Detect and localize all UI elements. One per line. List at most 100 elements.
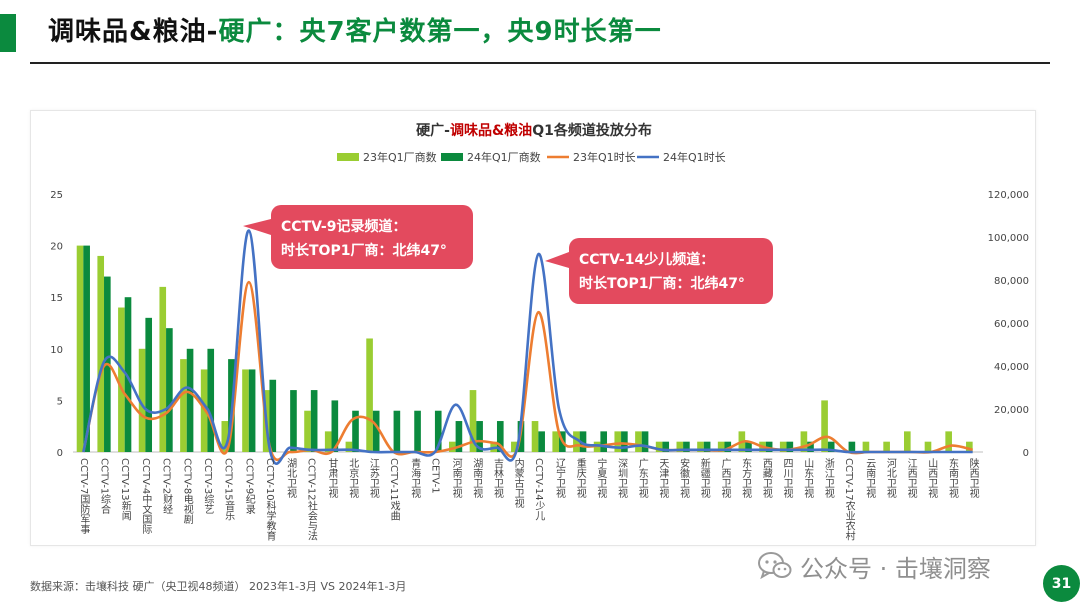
- bar-2023-0: [76, 245, 84, 452]
- y-right-tick-0: 0: [1023, 448, 1029, 459]
- bar-2023-2: [118, 307, 125, 452]
- x-tick-17: CETV-1: [429, 458, 440, 494]
- x-tick-11: CCTV-12社会与法: [305, 458, 317, 541]
- bar-2024-29: [683, 441, 690, 452]
- x-tick-35: 山东卫视: [802, 458, 814, 499]
- x-tick-18: 河南卫视: [450, 458, 462, 499]
- y-right-tick-100-000: 100,000: [988, 233, 1029, 244]
- x-tick-19: 湖南卫视: [471, 458, 483, 499]
- bar-2024-4: [166, 328, 173, 452]
- bar-2023-19: [469, 390, 477, 452]
- x-tick-14: 江苏卫视: [367, 458, 379, 499]
- x-tick-28: 天津卫视: [657, 458, 669, 499]
- bar-2023-34: [779, 441, 787, 452]
- bar-2024-16: [414, 410, 421, 452]
- x-tick-21: 内蒙古卫视: [512, 457, 524, 509]
- bar-2024-36: [827, 441, 835, 452]
- y-right-tick-80-000: 80,000: [994, 276, 1029, 287]
- x-tick-1: CCTV-1综合: [99, 458, 111, 515]
- bar-2024-6: [207, 348, 215, 452]
- chart-title: 硬广-调味品&粮油Q1各频道投放分布: [416, 122, 652, 139]
- x-tick-39: 河北卫视: [884, 458, 896, 499]
- bar-2024-8: [248, 369, 256, 452]
- x-tick-20: 吉林卫视: [491, 458, 503, 499]
- bar-2023-42: [945, 431, 952, 452]
- x-tick-27: 广东卫视: [636, 458, 648, 499]
- data-source-note: 数据来源：击壤科技 硬广（央卫视48频道） 2023年1-3月 VS 2024年…: [30, 580, 407, 593]
- bar-2023-1: [97, 255, 105, 452]
- bar-2023-28: [655, 441, 663, 452]
- x-tick-33: 西藏卫视: [760, 458, 772, 499]
- callout-box-2: [569, 238, 773, 304]
- bar-2023-3: [138, 348, 146, 452]
- x-tick-40: 江西卫视: [905, 458, 917, 499]
- bar-2024-0: [83, 245, 90, 452]
- x-tick-3: CCTV-4中文国际: [140, 458, 152, 535]
- legend-swatch-1: [337, 153, 359, 161]
- bar-2024-25: [600, 431, 608, 452]
- y-right-tick-120-000: 120,000: [988, 190, 1029, 201]
- bar-2024-12: [331, 400, 339, 452]
- x-tick-5: CCTV-8电视剧: [181, 458, 193, 525]
- legend-label-3: 23年Q1时长: [573, 150, 636, 164]
- line-2024-duration: [82, 229, 973, 466]
- callout-2-line2: 时长TOP1厂商：北纬47°: [579, 275, 745, 292]
- x-tick-24: 重庆卫视: [574, 457, 586, 499]
- watermark-text: 公众号 · 击壤洞察: [800, 554, 991, 583]
- bar-2024-5: [186, 348, 194, 452]
- x-tick-26: 深圳卫视: [616, 458, 628, 499]
- bar-2023-26: [614, 431, 622, 452]
- page-title: 调味品&粮油-硬广：央7客户数第一，央9时长第一: [48, 10, 662, 54]
- wechat-icon: [758, 552, 792, 580]
- bar-2024-17: [434, 410, 442, 452]
- bar-2023-30: [697, 441, 704, 452]
- watermark: 公众号 · 击壤洞察: [758, 548, 991, 584]
- x-tick-31: 广西卫视: [719, 458, 731, 499]
- bar-2023-13: [345, 441, 353, 452]
- bar-2024-35: [807, 441, 814, 452]
- bar-2023-11: [304, 410, 311, 452]
- bar-2024-10: [290, 390, 297, 452]
- legend-label-4: 24年Q1时长: [663, 150, 726, 164]
- x-tick-16: 青海卫视: [409, 457, 421, 499]
- x-tick-23: 辽宁卫视: [554, 458, 566, 499]
- x-tick-25: 宁夏卫视: [595, 457, 607, 499]
- x-tick-42: 东南卫视: [946, 457, 958, 499]
- bar-2023-43: [966, 441, 973, 452]
- chart-title-highlight: 调味品&粮油: [450, 122, 532, 139]
- bar-2023-24: [573, 431, 580, 452]
- legend-label-2: 24年Q1厂商数: [467, 150, 541, 164]
- bar-2024-31: [724, 441, 732, 452]
- x-tick-43: 陕西卫视: [967, 457, 979, 499]
- bar-2023-14: [366, 338, 373, 452]
- x-tick-8: CCTV-9纪录: [243, 458, 255, 514]
- page-number: 31: [1043, 565, 1080, 602]
- bar-2023-21: [511, 441, 518, 452]
- x-tick-38: 云南卫视: [864, 458, 876, 499]
- y-right-tick-60-000: 60,000: [994, 319, 1029, 330]
- bar-2024-9: [269, 379, 277, 452]
- chart-title-suffix: Q1各频道投放分布: [532, 122, 652, 139]
- bar-2024-22: [538, 431, 545, 452]
- bar-2023-23: [552, 431, 560, 452]
- callout-box-1: [271, 205, 473, 269]
- y-left-tick-20: 20: [50, 242, 63, 253]
- bar-2024-2: [124, 297, 132, 452]
- bar-2023-8: [242, 369, 249, 452]
- bar-2023-40: [904, 431, 911, 452]
- bar-2023-18: [449, 441, 456, 452]
- title-divider: [30, 62, 1050, 64]
- bar-2023-35: [800, 431, 808, 452]
- x-tick-12: 甘肃卫视: [326, 457, 338, 499]
- x-tick-0: CCTV-7国防军事: [78, 458, 90, 534]
- bar-2024-27: [641, 431, 649, 452]
- callout-pointer-2: [545, 252, 569, 268]
- bar-2024-19: [476, 421, 483, 452]
- bar-2023-22: [531, 421, 539, 452]
- y-right-tick-40-000: 40,000: [994, 362, 1029, 373]
- x-tick-34: 四川卫视: [781, 458, 793, 499]
- chart-title-prefix: 硬广-: [416, 122, 450, 139]
- y-left-tick-5: 5: [57, 396, 63, 407]
- x-tick-9: CCTV-10科学教育: [264, 458, 276, 541]
- bar-2023-41: [924, 441, 932, 452]
